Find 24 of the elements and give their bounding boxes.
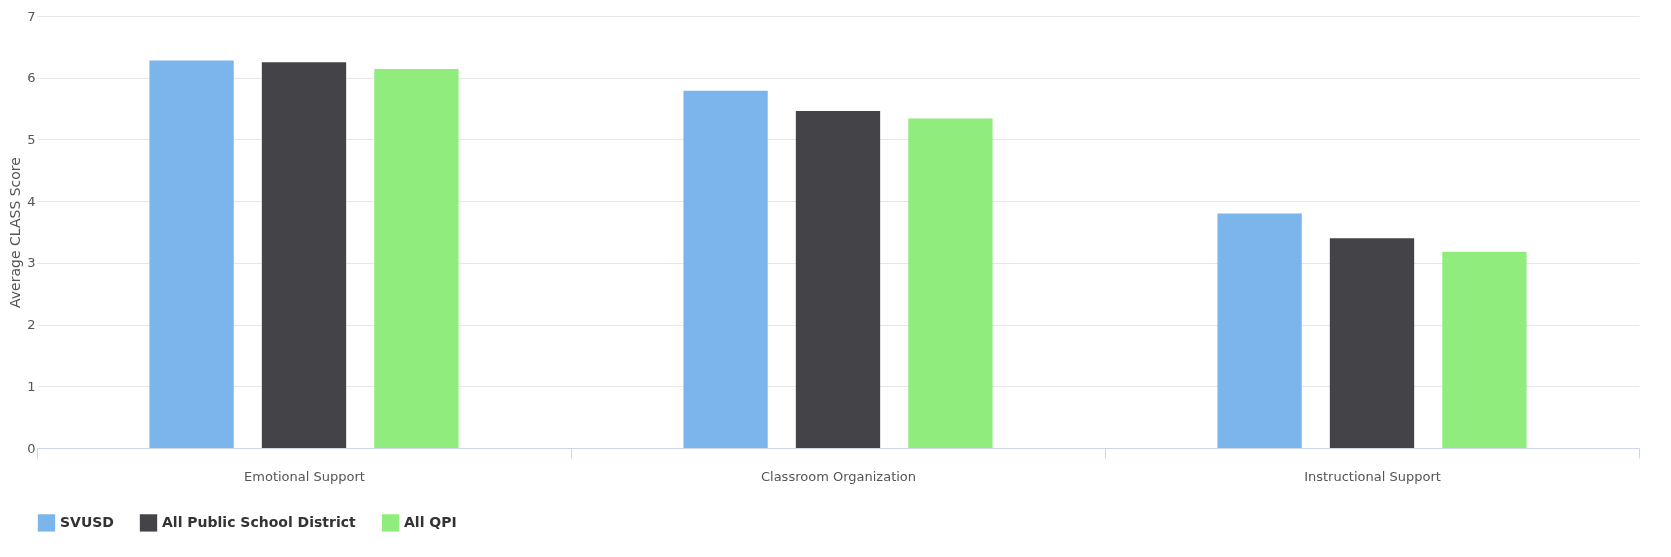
bar xyxy=(683,90,768,448)
bar xyxy=(1329,238,1415,448)
bar xyxy=(261,62,347,448)
y-tick-label: 4 xyxy=(27,193,36,209)
legend-label: SVUSD xyxy=(60,513,114,530)
y-tick-label: 2 xyxy=(27,317,36,333)
bar xyxy=(1442,251,1527,448)
y-tick-label: 6 xyxy=(27,70,36,86)
y-tick-label: 1 xyxy=(27,378,36,394)
bar xyxy=(795,111,881,448)
legend-label: All QPI xyxy=(404,513,457,530)
y-tick-label: 5 xyxy=(27,131,36,147)
bar xyxy=(149,60,234,448)
x-tick-label: Instructional Support xyxy=(1304,468,1441,484)
bar xyxy=(374,69,459,448)
x-tick-label: Emotional Support xyxy=(244,468,365,484)
x-tick-label: Classroom Organization xyxy=(760,468,917,484)
bar xyxy=(908,118,993,448)
legend-label: All Public School District xyxy=(162,513,357,530)
y-tick-label: 3 xyxy=(27,255,36,271)
y-tick-label: 7 xyxy=(27,8,36,24)
y-axis-title: Average CLASS Score xyxy=(7,157,24,308)
y-tick-label: 0 xyxy=(27,440,36,456)
bar xyxy=(1217,213,1302,448)
